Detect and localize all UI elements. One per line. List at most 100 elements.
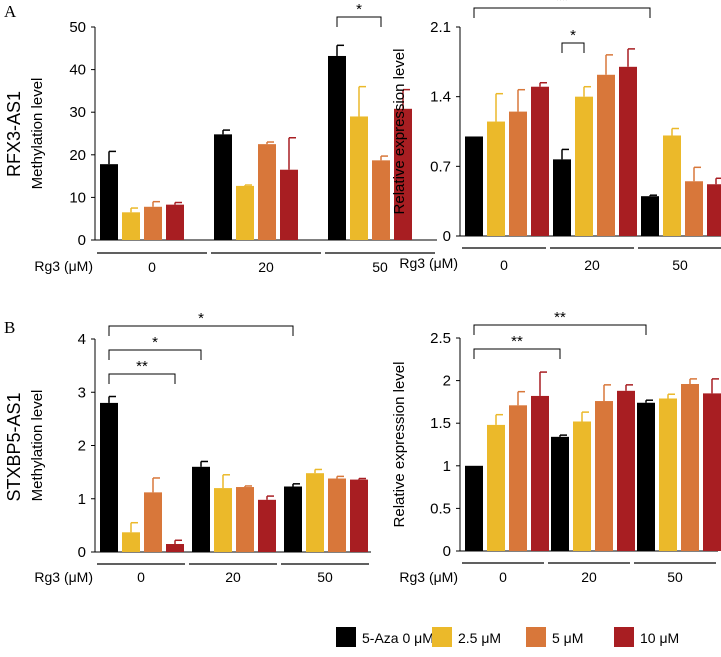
bar xyxy=(597,74,615,237)
bar xyxy=(637,402,655,551)
significance-bracket xyxy=(108,325,294,336)
significance-label: ** xyxy=(136,358,148,375)
y-tick-label: 1 xyxy=(443,458,451,475)
group-label: 0 xyxy=(500,257,508,273)
row-title-rfx3: RFX3-AS1 xyxy=(4,91,24,177)
y-tick-label: 20 xyxy=(69,147,86,164)
y-tick-label: 4 xyxy=(78,331,86,348)
group-label: 0 xyxy=(499,569,507,585)
bar xyxy=(509,405,527,551)
group-label: 20 xyxy=(258,259,274,275)
bar xyxy=(394,108,412,241)
y-tick-label: 10 xyxy=(69,189,86,206)
y-tick-label: 2 xyxy=(78,438,86,455)
y-tick-label: 0.7 xyxy=(430,158,451,175)
y-axis-title: Relative expression level xyxy=(391,49,408,215)
x-axis-title: Rg3 (μM) xyxy=(34,258,93,274)
bar xyxy=(685,181,703,236)
bar xyxy=(306,473,324,552)
y-tick-label: 2.5 xyxy=(430,330,451,347)
bar xyxy=(617,390,635,551)
y-tick-label: 50 xyxy=(69,19,86,36)
bar xyxy=(122,212,140,240)
legend-label: 5-Aza 0 μM xyxy=(362,630,434,646)
bar xyxy=(465,465,483,551)
legend-label: 2.5 μM xyxy=(458,630,501,646)
bar xyxy=(595,401,613,551)
y-tick-label: 40 xyxy=(69,62,86,79)
bar xyxy=(280,169,298,240)
bar xyxy=(681,384,699,551)
bar xyxy=(166,204,184,240)
significance-bracket xyxy=(473,324,647,335)
y-tick-label: 30 xyxy=(69,104,86,121)
bar xyxy=(236,185,254,240)
panel-letter-a: A xyxy=(4,2,17,21)
bar xyxy=(531,395,549,551)
y-tick-label: 2.1 xyxy=(430,19,451,36)
significance-label: ** xyxy=(554,309,566,326)
group-label: 0 xyxy=(148,259,156,275)
significance-bracket xyxy=(108,373,176,384)
group-label: 0 xyxy=(137,569,145,585)
bar xyxy=(122,532,140,552)
group-label: 50 xyxy=(672,257,688,273)
y-tick-label: 0 xyxy=(78,232,86,249)
y-tick-label: 0.5 xyxy=(430,500,451,517)
legend-swatch xyxy=(526,627,546,647)
chart-2: 0 0.7 1.4 2.1 Relative expression level 0 20 50… xyxy=(391,0,721,273)
bar xyxy=(214,134,232,240)
legend-swatch xyxy=(336,627,356,647)
significance-label: * xyxy=(198,310,204,327)
bar xyxy=(328,478,346,552)
significance-label: * xyxy=(570,27,576,44)
y-axis-title: Methylation level xyxy=(29,390,46,502)
y-tick-label: 1 xyxy=(78,491,86,508)
y-tick-label: 0 xyxy=(443,543,451,560)
group-label: 50 xyxy=(317,569,333,585)
significance-label: * xyxy=(356,1,362,18)
bar xyxy=(100,402,118,552)
significance-bracket xyxy=(473,7,651,18)
y-tick-label: 2 xyxy=(443,373,451,390)
bar xyxy=(619,66,637,236)
legend-label: 10 μM xyxy=(640,630,679,646)
significance-bracket xyxy=(561,42,585,53)
significance-label: ** xyxy=(556,0,568,9)
bar xyxy=(166,544,184,552)
group-label: 20 xyxy=(584,257,600,273)
significance-label: ** xyxy=(511,333,523,350)
y-tick-label: 0 xyxy=(78,544,86,561)
bar xyxy=(372,160,390,240)
panel-letter-b: B xyxy=(4,318,15,337)
y-tick-label: 3 xyxy=(78,384,86,401)
bar xyxy=(703,393,721,551)
group-label: 20 xyxy=(581,569,597,585)
chart-4: 0 0.5 1 1.5 2 2.5 Relative expression level 0 20… xyxy=(391,309,721,585)
bar xyxy=(509,111,527,236)
legend-swatch xyxy=(614,627,634,647)
bar xyxy=(551,436,569,551)
chart-1: 0 10 20 30 40 50 Methylation level 0 20 50 Rg3 (μM… xyxy=(29,1,437,275)
bar xyxy=(575,96,593,237)
bar xyxy=(100,164,118,240)
bar xyxy=(328,55,346,240)
bar xyxy=(553,159,571,236)
bar xyxy=(487,424,505,551)
bar xyxy=(641,196,659,236)
group-label: 50 xyxy=(667,569,683,585)
bar xyxy=(258,499,276,552)
y-axis-title: Methylation level xyxy=(29,78,46,190)
legend-swatch xyxy=(432,627,452,647)
legend: 5-Aza 0 μM 2.5 μM 5 μM 10 μM xyxy=(336,627,679,647)
y-axis-title: Relative expression level xyxy=(391,362,408,528)
row-title-stxbp5: STXBP5-AS1 xyxy=(4,392,24,501)
significance-bracket xyxy=(473,348,561,359)
bar xyxy=(465,136,483,236)
bar xyxy=(659,398,677,551)
y-tick-label: 1.4 xyxy=(430,89,451,106)
bar xyxy=(192,466,210,552)
y-tick-label: 1.5 xyxy=(430,415,451,432)
